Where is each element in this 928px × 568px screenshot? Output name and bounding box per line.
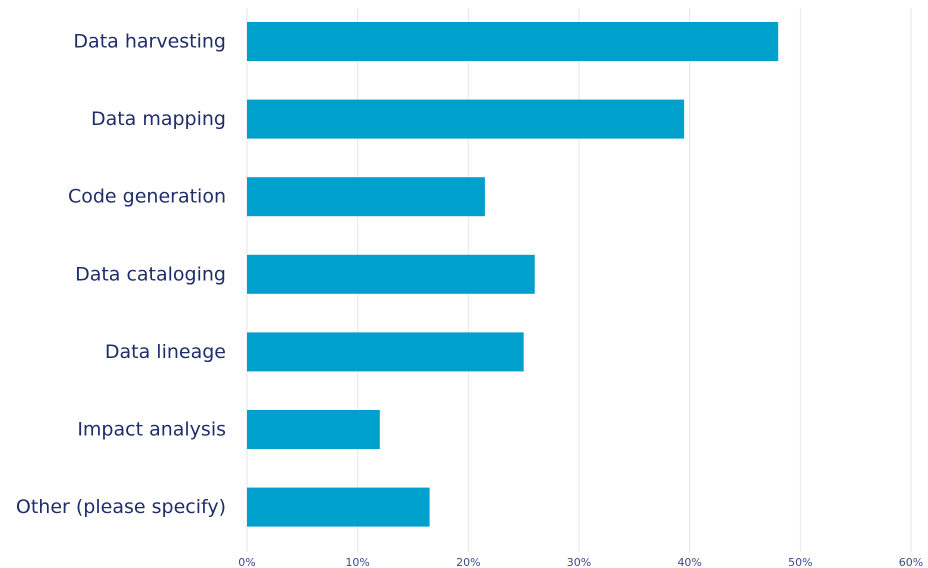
x-tick-label: 20% bbox=[456, 556, 480, 568]
bar bbox=[247, 254, 535, 294]
bar bbox=[247, 332, 524, 372]
x-tick-label: 30% bbox=[567, 556, 591, 568]
category-label: Data mapping bbox=[91, 108, 226, 130]
category-label: Data harvesting bbox=[73, 31, 226, 53]
category-label: Code generation bbox=[68, 186, 226, 208]
category-label: Other (please specify) bbox=[16, 496, 226, 518]
bar bbox=[247, 410, 380, 449]
x-tick-label: 50% bbox=[788, 556, 812, 568]
x-tick-label: 0% bbox=[238, 556, 255, 568]
category-label: Data cataloging bbox=[75, 263, 226, 285]
x-tick-label: 40% bbox=[677, 556, 701, 568]
category-label: Data lineage bbox=[105, 341, 226, 363]
bar bbox=[247, 22, 779, 61]
bar bbox=[247, 177, 485, 217]
bars bbox=[247, 22, 779, 527]
x-tick-label: 60% bbox=[899, 556, 923, 568]
category-labels: Data harvesting Data mapping Code generati… bbox=[16, 31, 226, 519]
x-tick-label: 10% bbox=[345, 556, 369, 568]
bar bbox=[247, 99, 685, 139]
bar bbox=[247, 487, 430, 527]
x-axis-tick-labels: 0% 10% 20% 30% 40% 50% 60% bbox=[238, 556, 923, 568]
category-label: Impact analysis bbox=[77, 419, 226, 441]
